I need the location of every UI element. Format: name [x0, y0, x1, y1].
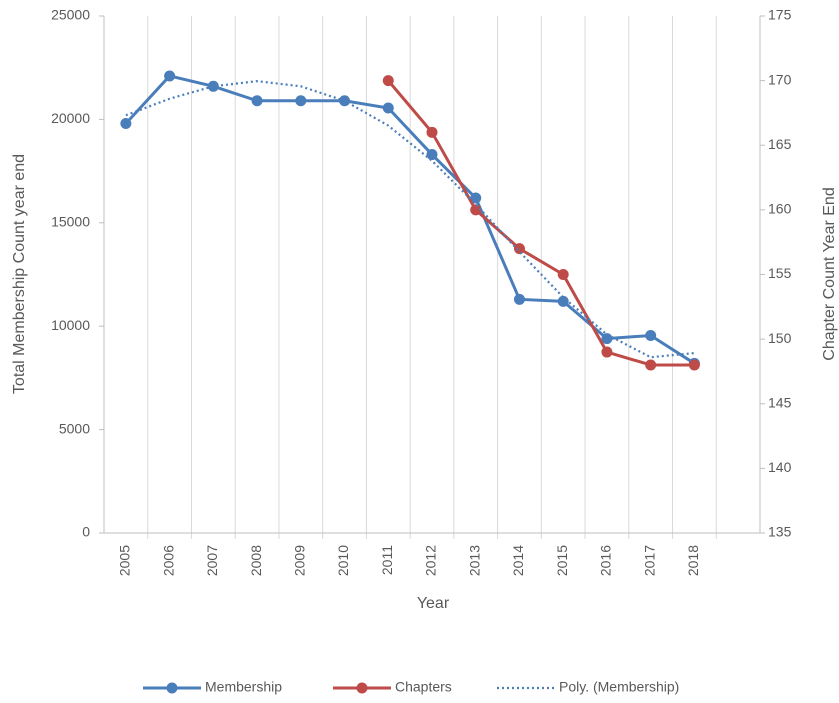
point	[601, 346, 613, 358]
y-tick-label: 5000	[59, 420, 90, 436]
point	[382, 75, 394, 87]
x-tick-label: 2015	[554, 545, 570, 576]
x-tick-label: 2016	[598, 545, 614, 576]
point	[295, 95, 307, 107]
y-tick-label: 10000	[51, 317, 90, 333]
y-axis-label: Total Membership Count year end	[11, 154, 28, 394]
point	[470, 204, 482, 216]
point	[164, 70, 176, 82]
point	[513, 293, 525, 305]
point	[645, 359, 657, 371]
y-tick-label: 20000	[51, 110, 90, 126]
x-tick-label: 2005	[117, 545, 133, 576]
point	[426, 126, 438, 138]
point	[557, 269, 569, 280]
x-tick-label: 2009	[292, 545, 308, 576]
y2-axis-label: Chapter Count Year End	[821, 187, 838, 360]
y-tick-label: 15000	[51, 214, 90, 230]
x-tick-label: 2008	[248, 545, 264, 576]
x-tick-label: 2018	[685, 545, 701, 576]
legend-marker	[166, 682, 178, 694]
y2-tick-label: 155	[768, 265, 792, 281]
legend-label: Chapters	[395, 679, 452, 695]
x-tick-label: 2007	[204, 545, 220, 576]
y2-tick-label: 140	[768, 459, 792, 475]
legend-label: Membership	[205, 679, 282, 695]
point	[557, 295, 569, 307]
point	[426, 149, 438, 161]
y2-tick-label: 160	[768, 201, 792, 217]
point	[207, 80, 219, 92]
x-tick-label: 2012	[423, 545, 439, 576]
point	[120, 118, 132, 130]
point	[251, 95, 263, 107]
point	[688, 359, 700, 371]
series-line	[124, 74, 696, 365]
y-tick-label: 25000	[51, 7, 90, 23]
x-tick-label: 2010	[335, 545, 351, 576]
y-tick-label: 0	[82, 524, 90, 540]
y2-tick-label: 170	[768, 71, 792, 87]
x-tick-label: 2013	[466, 545, 482, 576]
y2-tick-label: 150	[768, 330, 792, 346]
point	[601, 333, 613, 345]
x-tick-label: 2017	[641, 545, 657, 576]
x-axis-label: Year	[417, 595, 450, 612]
y2-tick-label: 135	[768, 524, 792, 540]
y2-tick-label: 145	[768, 394, 792, 410]
x-tick-label: 2011	[379, 545, 395, 575]
y2-tick-label: 175	[768, 7, 792, 23]
legend-marker	[356, 682, 368, 694]
y2-tick-label: 165	[768, 136, 792, 152]
x-tick-label: 2006	[160, 545, 176, 576]
x-tick-label: 2014	[510, 545, 526, 576]
legend-label: Poly. (Membership)	[559, 679, 679, 695]
point	[513, 243, 525, 255]
series-line	[387, 79, 695, 367]
point	[382, 102, 394, 114]
point	[645, 330, 657, 342]
